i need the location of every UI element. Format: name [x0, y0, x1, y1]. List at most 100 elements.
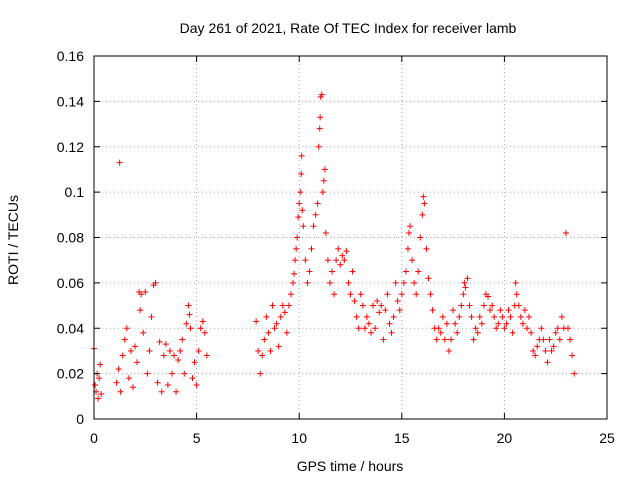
data-point — [96, 375, 103, 382]
data-point — [115, 366, 122, 373]
data-point — [296, 200, 303, 207]
data-point — [271, 325, 278, 332]
data-point — [376, 309, 383, 316]
data-point — [142, 288, 149, 295]
data-point — [261, 336, 268, 343]
data-point — [92, 381, 99, 388]
data-point — [134, 359, 141, 366]
data-point — [343, 248, 350, 255]
data-point — [480, 302, 487, 309]
data-point — [132, 343, 139, 350]
data-point — [267, 347, 274, 354]
data-point — [253, 318, 260, 325]
data-point — [287, 291, 294, 298]
data-point — [160, 352, 167, 359]
data-point — [452, 320, 459, 327]
data-point — [540, 336, 547, 343]
data-point — [171, 352, 178, 359]
data-point — [98, 391, 105, 398]
data-point — [137, 307, 144, 314]
data-point — [318, 91, 325, 98]
data-point — [189, 375, 196, 382]
data-point — [292, 257, 299, 264]
data-point — [413, 291, 420, 298]
data-point — [484, 293, 491, 300]
y-tick-labels: 0 0.02 0.04 0.06 0.08 0.1 0.12 0.14 0.16 — [57, 48, 84, 427]
data-point — [308, 245, 315, 252]
data-point — [201, 329, 208, 336]
data-point — [265, 329, 272, 336]
data-point — [439, 313, 446, 320]
data-point — [365, 320, 372, 327]
data-point — [386, 320, 393, 327]
data-point — [558, 313, 565, 320]
data-point — [339, 252, 346, 259]
data-point — [152, 279, 159, 286]
data-point — [569, 352, 576, 359]
x-tick-label: 15 — [394, 430, 410, 446]
data-point — [556, 336, 563, 343]
data-point — [513, 291, 520, 298]
data-point — [470, 336, 477, 343]
data-point — [259, 352, 266, 359]
data-point — [148, 313, 155, 320]
data-point — [355, 325, 362, 332]
data-point — [464, 275, 471, 282]
data-point — [538, 325, 545, 332]
y-tick-label: 0.12 — [57, 139, 84, 155]
data-point — [97, 361, 104, 368]
data-point — [493, 325, 500, 332]
data-point — [501, 325, 508, 332]
data-point — [461, 279, 468, 286]
data-point — [129, 384, 136, 391]
data-point — [255, 347, 262, 354]
data-point — [312, 211, 319, 218]
data-point — [306, 268, 313, 275]
data-point — [291, 270, 298, 277]
data-point — [491, 313, 498, 320]
data-point — [409, 257, 416, 264]
data-point — [487, 307, 494, 314]
data-point — [548, 347, 555, 354]
data-point — [546, 336, 553, 343]
y-tick-label: 0.14 — [57, 93, 84, 109]
data-point — [417, 234, 424, 241]
data-point — [398, 291, 405, 298]
data-point — [390, 313, 397, 320]
data-point — [320, 177, 327, 184]
data-point — [476, 313, 483, 320]
data-point — [125, 375, 132, 382]
data-point — [335, 245, 342, 252]
data-point — [505, 307, 512, 314]
data-point — [359, 302, 366, 309]
data-point — [507, 313, 514, 320]
y-tick-label: 0.08 — [57, 230, 84, 246]
data-point — [179, 336, 186, 343]
data-point — [472, 325, 479, 332]
data-point — [314, 200, 321, 207]
data-point — [462, 284, 469, 291]
data-point — [421, 200, 428, 207]
data-point — [191, 359, 198, 366]
data-point — [304, 279, 311, 286]
data-point — [420, 193, 427, 200]
data-point — [380, 336, 387, 343]
data-point — [293, 245, 300, 252]
data-point — [450, 307, 457, 314]
data-point — [429, 307, 436, 314]
data-point — [423, 245, 430, 252]
data-point — [95, 395, 102, 402]
data-point — [341, 257, 348, 264]
data-point — [173, 388, 180, 395]
data-point — [474, 329, 481, 336]
data-point — [534, 343, 541, 350]
data-point — [509, 329, 516, 336]
y-tick-label: 0.16 — [57, 48, 84, 64]
axis-ticks — [93, 55, 608, 420]
data-point — [331, 291, 338, 298]
data-point — [113, 379, 120, 386]
data-point — [324, 257, 331, 264]
data-point — [468, 313, 475, 320]
data-point — [317, 114, 324, 121]
data-point — [517, 313, 524, 320]
